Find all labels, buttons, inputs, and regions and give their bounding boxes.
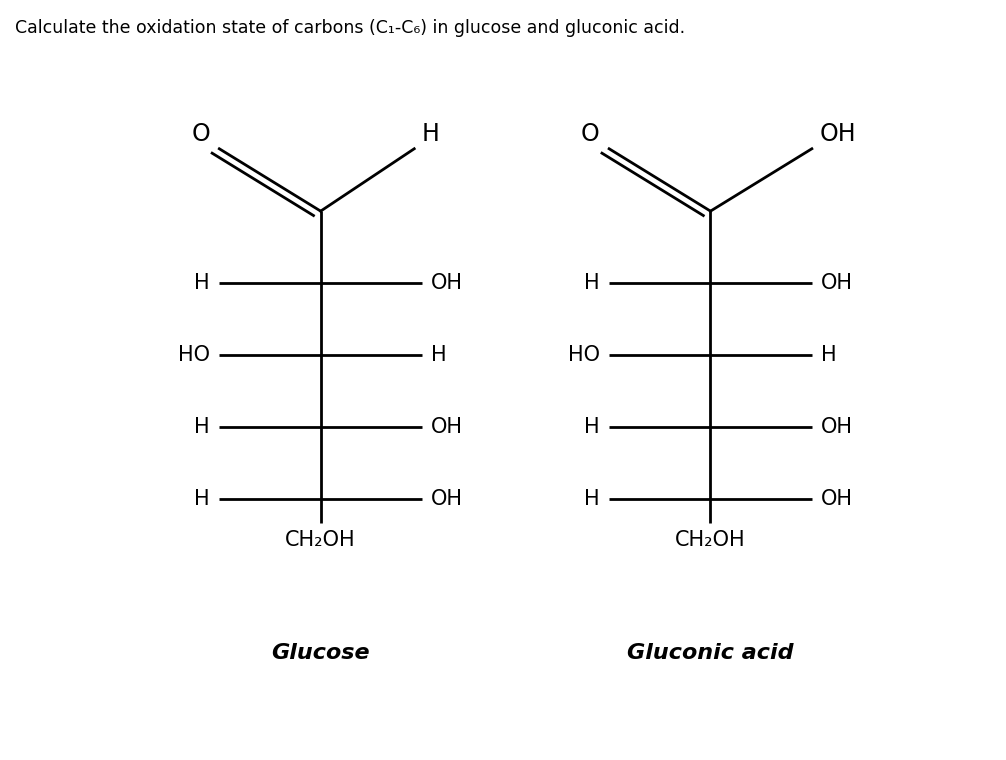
Text: OH: OH [432,417,464,437]
Text: H: H [584,273,600,293]
Text: H: H [584,489,600,509]
Text: CH₂OH: CH₂OH [675,530,745,550]
Text: O: O [191,122,210,147]
Text: HO: HO [567,345,600,365]
Text: OH: OH [821,489,853,509]
Text: H: H [194,489,210,509]
Text: H: H [821,345,837,365]
Text: OH: OH [820,122,856,147]
Text: H: H [194,273,210,293]
Text: OH: OH [432,489,464,509]
Text: Glucose: Glucose [272,643,370,663]
Text: Gluconic acid: Gluconic acid [627,643,794,663]
Text: OH: OH [432,273,464,293]
Text: OH: OH [821,417,853,437]
Text: OH: OH [821,273,853,293]
Text: HO: HO [178,345,210,365]
Text: O: O [581,122,600,147]
Text: H: H [584,417,600,437]
Text: CH₂OH: CH₂OH [286,530,356,550]
Text: H: H [423,122,440,147]
Text: Calculate the oxidation state of carbons (C₁-C₆) in glucose and gluconic acid.: Calculate the oxidation state of carbons… [15,19,685,37]
Text: H: H [432,345,447,365]
Text: H: H [194,417,210,437]
